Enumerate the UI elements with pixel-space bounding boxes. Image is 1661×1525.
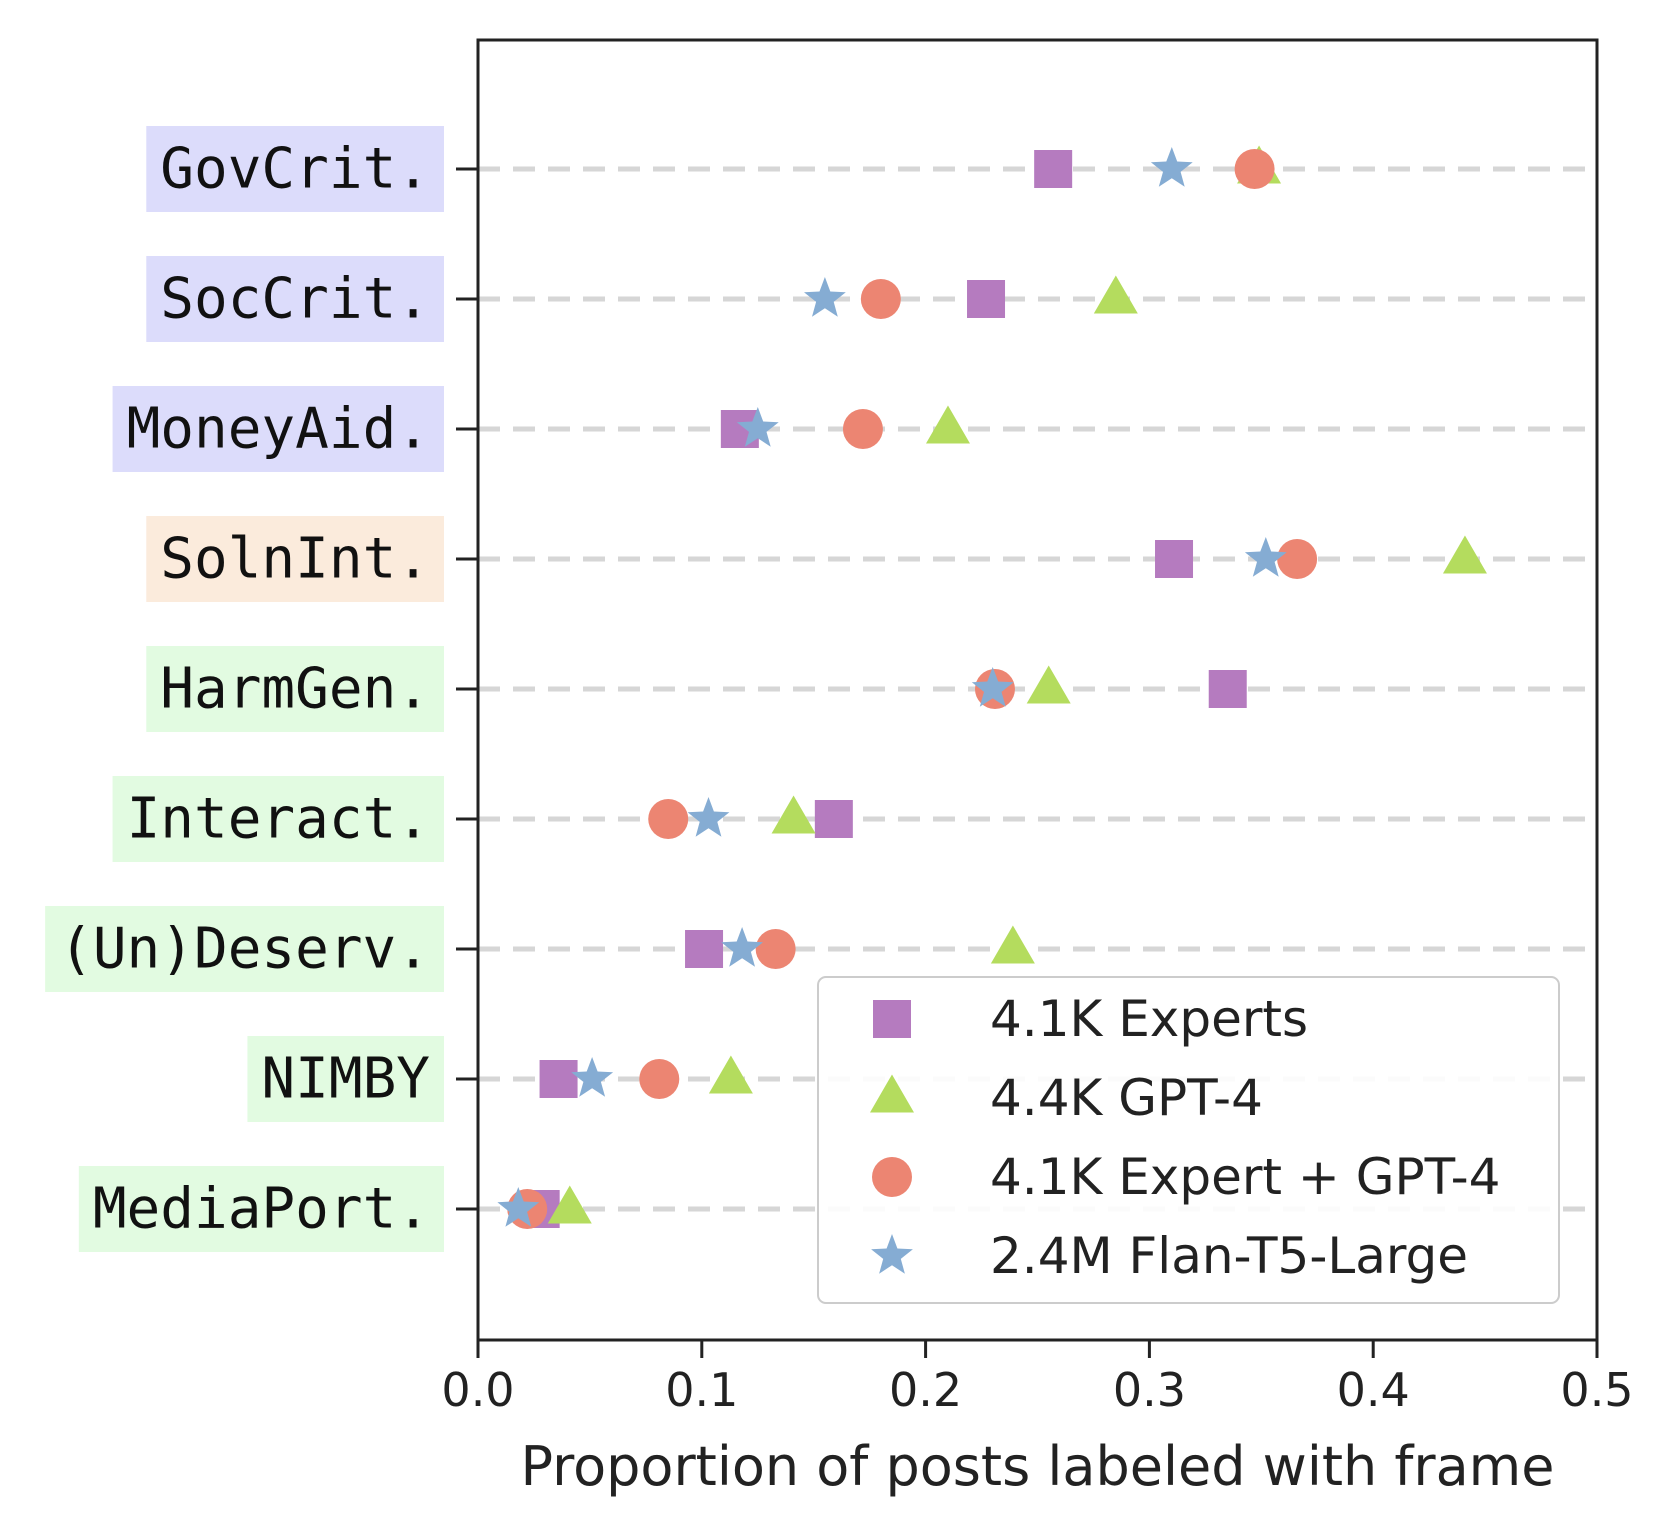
category-label: NIMBY <box>261 1047 430 1112</box>
category-label: (Un)Deserv. <box>59 917 430 982</box>
category-label-group: (Un)Deserv. <box>45 906 444 992</box>
marker-circle <box>1234 149 1275 189</box>
legend-box <box>817 976 1560 1304</box>
x-ticks: 0.0 0.1 0.2 0.3 0.4 0.5 <box>441 1340 1634 1417</box>
category-label: MoneyAid. <box>127 397 430 462</box>
marker-square <box>1155 540 1194 578</box>
legend-label: 4.4K GPT-4 <box>990 1069 1263 1127</box>
category-label: GovCrit. <box>160 137 430 202</box>
category-label-bg <box>146 256 444 342</box>
category-label: SocCrit. <box>160 267 430 332</box>
category-label: Interact. <box>127 787 430 852</box>
marker-triangle <box>708 1055 753 1094</box>
category-labels: GovCrit. SocCrit. MoneyAid. SolnInt. HarmGen… <box>45 126 444 1252</box>
category-label-group: MoneyAid. <box>112 386 444 472</box>
category-label-group: MediaPort. <box>78 1166 444 1252</box>
marker-circle <box>860 279 901 319</box>
category-label-bg <box>146 646 444 732</box>
marker-star <box>1150 147 1193 187</box>
marker-star <box>736 407 779 447</box>
category-label-bg <box>146 126 444 212</box>
marker-star <box>687 797 730 837</box>
x-axis-label: Proportion of posts labeled with frame <box>520 1435 1554 1498</box>
x-tick-label: 0.4 <box>1337 1363 1410 1417</box>
marker-circle <box>648 799 689 839</box>
data-markers <box>497 145 1487 1229</box>
marker-star <box>971 667 1014 707</box>
category-label-group: Interact. <box>112 776 444 862</box>
category-label-bg <box>146 516 444 602</box>
legend: 4.1K Experts 4.4K GPT-4 4.1K Expert + GPT-… <box>817 976 1560 1304</box>
x-tick-label: 0.1 <box>665 1363 738 1417</box>
category-label-group: GovCrit. <box>146 126 444 212</box>
x-tick-label: 0.0 <box>441 1363 514 1417</box>
marker-square <box>685 930 724 968</box>
marker-triangle <box>771 795 816 834</box>
category-label-bg <box>112 776 444 862</box>
x-tick-label: 0.3 <box>1113 1363 1186 1417</box>
category-label-group: SocCrit. <box>146 256 444 342</box>
legend-label: 4.1K Expert + GPT-4 <box>990 1148 1500 1206</box>
marker-square <box>1208 670 1247 708</box>
marker-triangle <box>1093 275 1138 314</box>
marker-star <box>721 927 763 967</box>
category-label-bg <box>78 1166 444 1252</box>
marker-star <box>804 277 846 317</box>
marker-triangle <box>990 925 1035 964</box>
marker-square <box>814 800 853 838</box>
marker-star <box>497 1187 540 1227</box>
marker-circle <box>1277 539 1318 579</box>
marker-triangle <box>1442 535 1487 574</box>
legend-marker-circle <box>872 1157 912 1197</box>
category-label-group: HarmGen. <box>146 646 444 732</box>
marker-triangle <box>1026 665 1071 704</box>
category-label: MediaPort. <box>93 1177 430 1242</box>
x-tick-label: 0.2 <box>889 1363 962 1417</box>
marker-star <box>571 1057 614 1097</box>
category-label: HarmGen. <box>160 657 430 722</box>
marker-circle <box>639 1059 680 1099</box>
marker-square <box>967 280 1006 318</box>
marker-triangle <box>925 405 970 444</box>
marker-star <box>1244 537 1287 577</box>
x-tick-label: 0.5 <box>1560 1363 1633 1417</box>
category-label-bg <box>112 386 444 472</box>
marker-square <box>1034 150 1073 188</box>
legend-label: 4.1K Experts <box>990 990 1308 1048</box>
y-ticks <box>456 167 478 1211</box>
legend-marker-triangle <box>870 1074 914 1113</box>
category-label-group: NIMBY <box>247 1036 444 1122</box>
marker-triangle <box>547 1185 592 1224</box>
marker-circle <box>842 409 883 449</box>
legend-marker-star <box>871 1234 913 1274</box>
category-label-bg <box>45 906 444 992</box>
category-label-group: SolnInt. <box>146 516 444 602</box>
legend-label: 2.4M Flan-T5-Large <box>990 1227 1468 1285</box>
marker-circle <box>755 929 796 969</box>
legend-marker-square <box>873 1000 911 1038</box>
marker-square <box>539 1060 578 1098</box>
category-label: SolnInt. <box>160 527 430 592</box>
category-label-bg <box>247 1036 444 1122</box>
